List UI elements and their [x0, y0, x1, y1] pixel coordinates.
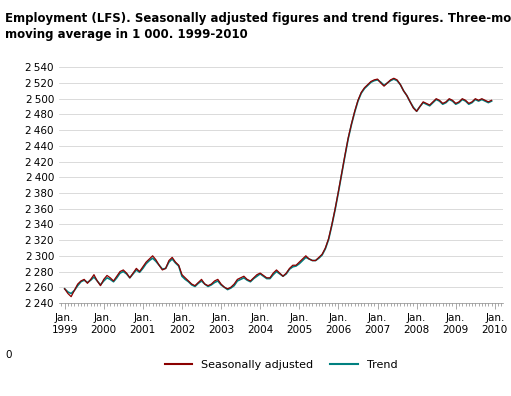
Text: Employment (LFS). Seasonally adjusted figures and trend figures. Three-month
mov: Employment (LFS). Seasonally adjusted fi…: [5, 12, 511, 41]
Legend: Seasonally adjusted, Trend: Seasonally adjusted, Trend: [160, 355, 402, 374]
Text: 0: 0: [5, 350, 12, 360]
